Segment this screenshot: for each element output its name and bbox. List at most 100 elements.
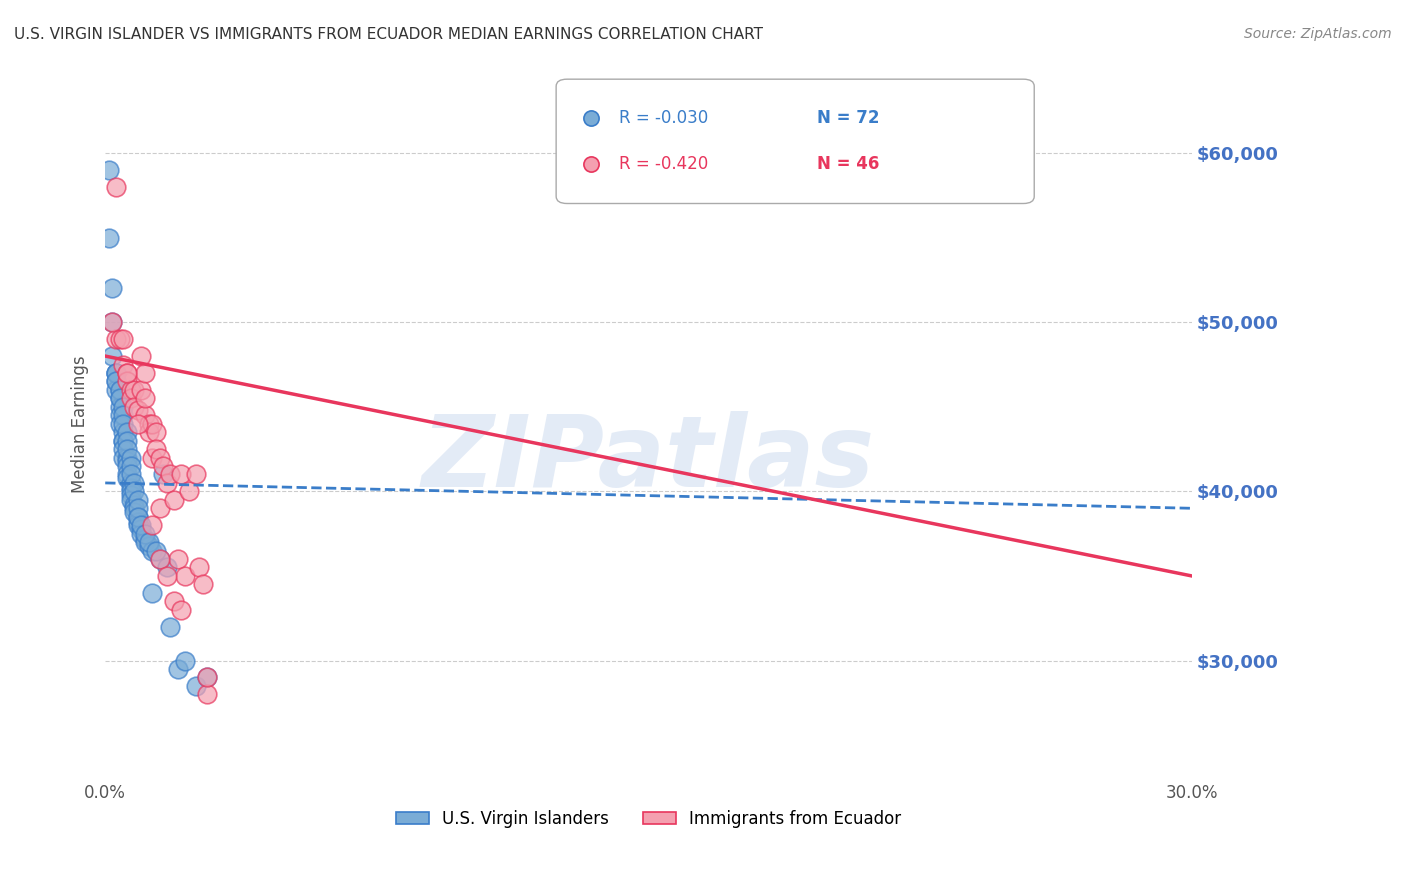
Point xyxy=(120,467,142,482)
Point xyxy=(112,332,135,346)
Point xyxy=(122,505,145,519)
Text: N = 72: N = 72 xyxy=(817,109,879,128)
Point xyxy=(122,475,145,490)
Point xyxy=(97,230,120,244)
Point xyxy=(170,467,193,482)
Point xyxy=(134,366,156,380)
Point xyxy=(115,450,138,465)
Text: R = -0.030: R = -0.030 xyxy=(619,109,709,128)
Point xyxy=(115,366,138,380)
Point xyxy=(115,467,138,482)
Point xyxy=(120,492,142,507)
Point xyxy=(163,492,186,507)
Point xyxy=(112,434,135,448)
Point xyxy=(105,383,128,397)
Point xyxy=(131,349,153,363)
Point xyxy=(134,409,156,423)
Point xyxy=(131,518,153,533)
Point xyxy=(138,417,160,431)
Point xyxy=(112,400,135,414)
Point xyxy=(131,522,153,536)
Text: U.S. VIRGIN ISLANDER VS IMMIGRANTS FROM ECUADOR MEDIAN EARNINGS CORRELATION CHAR: U.S. VIRGIN ISLANDER VS IMMIGRANTS FROM … xyxy=(14,27,763,42)
Point xyxy=(127,515,149,529)
Point xyxy=(184,467,207,482)
Point xyxy=(127,417,149,431)
Point xyxy=(115,425,138,440)
Point xyxy=(108,383,131,397)
Point xyxy=(141,586,163,600)
Point xyxy=(108,392,131,406)
Point xyxy=(134,392,156,406)
Point xyxy=(115,454,138,468)
Point xyxy=(145,543,167,558)
Point xyxy=(188,560,211,574)
Point xyxy=(174,569,197,583)
Point xyxy=(141,543,163,558)
Point xyxy=(105,375,128,389)
Point xyxy=(105,366,128,380)
Point xyxy=(120,458,142,473)
Point xyxy=(122,383,145,397)
Point xyxy=(97,163,120,178)
Point xyxy=(177,484,200,499)
Point xyxy=(152,458,174,473)
Point xyxy=(112,417,135,431)
Point xyxy=(131,526,153,541)
Point xyxy=(115,366,138,380)
Point xyxy=(120,475,142,490)
Point xyxy=(195,670,218,684)
Point xyxy=(166,662,188,676)
Point xyxy=(170,603,193,617)
Point xyxy=(115,471,138,485)
Point xyxy=(115,375,138,389)
Point xyxy=(122,498,145,512)
Point xyxy=(127,492,149,507)
Point xyxy=(156,569,179,583)
Point xyxy=(120,450,142,465)
Point xyxy=(127,518,149,533)
Point xyxy=(134,532,156,546)
Point xyxy=(108,409,131,423)
Y-axis label: Median Earnings: Median Earnings xyxy=(72,355,89,492)
Point xyxy=(145,442,167,456)
Point xyxy=(191,577,214,591)
Point xyxy=(105,366,128,380)
Point xyxy=(105,375,128,389)
Point xyxy=(122,501,145,516)
Point xyxy=(148,450,170,465)
Point xyxy=(115,442,138,456)
Point xyxy=(138,535,160,549)
Point xyxy=(112,442,135,456)
Point xyxy=(174,653,197,667)
Point xyxy=(101,349,124,363)
Point xyxy=(108,332,131,346)
Text: ZIPatlas: ZIPatlas xyxy=(422,410,875,508)
Point xyxy=(138,425,160,440)
Point xyxy=(134,535,156,549)
Point xyxy=(156,475,179,490)
Point xyxy=(148,501,170,516)
Point xyxy=(141,417,163,431)
Point xyxy=(127,509,149,524)
Point xyxy=(122,484,145,499)
Point xyxy=(101,281,124,295)
Point xyxy=(184,679,207,693)
Point xyxy=(120,481,142,495)
Point xyxy=(127,403,149,417)
Point xyxy=(122,400,145,414)
Point xyxy=(148,552,170,566)
Point xyxy=(195,670,218,684)
Point xyxy=(108,383,131,397)
Text: N = 46: N = 46 xyxy=(817,155,879,173)
Point xyxy=(108,392,131,406)
Point xyxy=(166,552,188,566)
Point xyxy=(120,383,142,397)
Point xyxy=(112,450,135,465)
Point xyxy=(112,434,135,448)
Point xyxy=(120,484,142,499)
Point xyxy=(127,501,149,516)
Point xyxy=(159,620,181,634)
Point xyxy=(105,366,128,380)
Point xyxy=(141,450,163,465)
Point xyxy=(120,488,142,502)
